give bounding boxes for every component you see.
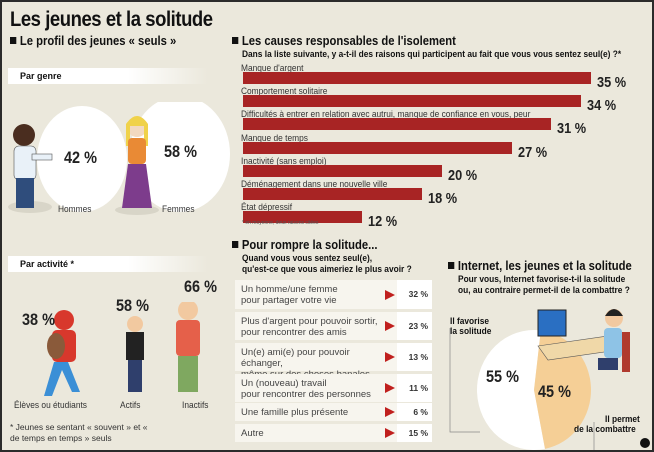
pie-label-favorise: 55 % xyxy=(486,367,519,386)
pie-label-permet: 45 % xyxy=(538,382,571,401)
activity-illustration xyxy=(44,302,200,396)
rompre-question-2: qu'est-ce que vous aimeriez le plus avoi… xyxy=(242,264,412,275)
rompre-item: Un homme/une femme pour partager votre vi… xyxy=(235,280,397,309)
bar xyxy=(243,95,582,108)
internet-question-1: Pour vous, Internet favorise-t-il la sol… xyxy=(458,274,626,285)
rompre-item-line-1: Autre xyxy=(241,428,264,439)
causes-question: Dans la liste suivante, y a-t-il des rai… xyxy=(242,49,622,60)
rompre-item-line-2: pour rencontrer des amis xyxy=(241,327,347,338)
boy-head-icon xyxy=(13,124,35,146)
arrow-icon xyxy=(385,383,395,393)
bar xyxy=(243,141,512,154)
bar-category-label: Difficultés à entrer en relation avec au… xyxy=(241,109,531,121)
femmes-label: Femmes xyxy=(162,204,195,215)
rompre-item-line-2: pour rencontrer des personnes xyxy=(241,389,371,400)
femmes-circle xyxy=(130,102,230,212)
bar-value-label: 35 % xyxy=(597,74,627,91)
profile-footnote: * Jeunes se sentant « souvent » et « de … xyxy=(10,422,148,443)
actifs-label: Actifs xyxy=(120,400,141,411)
rompre-item: Un(e) ami(e) pour pouvoir échanger,même … xyxy=(235,343,397,380)
rompre-item-line-1: Un (nouveau) travail xyxy=(241,378,327,389)
gender-band: Par genre xyxy=(8,68,208,84)
arrow-icon xyxy=(385,428,395,438)
permet-label-2: de la combattre xyxy=(574,424,636,435)
bar xyxy=(243,188,423,200)
page-title: Les jeunes et la solitude xyxy=(10,8,213,31)
bar xyxy=(243,164,442,177)
bar-category-label: État dépressif xyxy=(241,202,293,214)
actifs-value: 58 % xyxy=(116,296,149,315)
etudiants-label: Élèves ou étudiants xyxy=(14,400,87,411)
internet-question-2: ou, au contraire permet-il de la combatt… xyxy=(458,285,630,296)
rompre-item-line-1: Un(e) ami(e) pour pouvoir échanger, xyxy=(241,347,350,369)
favorise-label-1: Il favorise xyxy=(450,316,490,327)
gender-illustration xyxy=(8,102,230,215)
rompre-item-line-1: Plus d'argent pour pouvoir sortir, xyxy=(241,316,378,327)
bar-value-label: 31 % xyxy=(557,120,587,138)
bar-value-label: 27 % xyxy=(517,143,547,161)
bar-category-label: Comportement solitaire xyxy=(241,86,328,98)
rompre-question-1: Quand vous vous sentez seul(e), xyxy=(242,253,373,264)
rompre-item: Une famille plus présente xyxy=(235,403,397,421)
bar-value-label: 20 % xyxy=(448,166,478,184)
etudiants-value: 38 % xyxy=(22,310,55,329)
rompre-item: Plus d'argent pour pouvoir sortir, pour r… xyxy=(235,312,397,340)
rompre-item: Un (nouveau) travail pour rencontrer des … xyxy=(235,374,397,402)
afp-logo-icon xyxy=(640,438,650,448)
rompre-item-value: 11 % xyxy=(397,374,432,402)
computer-icon xyxy=(537,309,567,337)
hommes-label: Hommes xyxy=(58,204,92,215)
bar xyxy=(243,72,592,84)
favorise-label-2: la solitude xyxy=(450,326,492,337)
causes-heading: Les causes responsables de l'isolement xyxy=(232,34,456,48)
bar-value-label: 12 % xyxy=(368,213,398,231)
bar xyxy=(243,118,552,131)
rompre-item-value: 6 % xyxy=(397,403,432,421)
femmes-value: 58 % xyxy=(164,142,197,161)
hommes-circle xyxy=(37,106,127,212)
rompre-item-line-1: Une famille plus présente xyxy=(241,407,349,418)
bar-category-label: Manque d'argent xyxy=(241,63,304,74)
arrow-icon xyxy=(385,352,395,362)
internet-heading: Internet, les jeunes et la solitude xyxy=(448,259,632,273)
rompre-item-line-2: pour partager votre vie xyxy=(241,295,337,306)
bar-category-label: Manque de temps xyxy=(241,132,308,144)
bar xyxy=(243,211,363,224)
arrow-icon xyxy=(385,321,395,331)
inactifs-value: 66 % xyxy=(184,277,217,296)
bar-value-label: 18 % xyxy=(428,190,458,207)
profile-heading: Le profil des jeunes « seuls » xyxy=(10,34,176,48)
permet-label-1: Il permet xyxy=(605,414,640,425)
rompre-heading: Pour rompre la solitude... xyxy=(232,238,378,252)
hommes-value: 42 % xyxy=(64,148,97,167)
rompre-item-value: 13 % xyxy=(397,343,432,371)
rompre-item-value: 15 % xyxy=(397,424,432,442)
causes-footnote: * en moyenne, deux raisons citées xyxy=(242,220,319,226)
rompre-item-value: 32 % xyxy=(397,280,432,309)
inactifs-label: Inactifs xyxy=(182,400,209,411)
activity-band: Par activité * xyxy=(8,256,208,272)
rompre-item: Autre xyxy=(235,424,397,442)
rompre-item-value: 23 % xyxy=(397,312,432,340)
internet-pie-chart xyxy=(449,309,630,450)
arrow-icon xyxy=(385,289,395,300)
bar-category-label: Déménagement dans une nouvelle ville xyxy=(241,179,388,190)
arrow-icon xyxy=(385,407,395,417)
bar-value-label: 34 % xyxy=(587,97,617,115)
rompre-item-line-1: Un homme/une femme xyxy=(241,284,338,295)
pie-slice xyxy=(477,330,545,450)
bar-category-label: Inactivité (sans emploi) xyxy=(241,155,327,167)
